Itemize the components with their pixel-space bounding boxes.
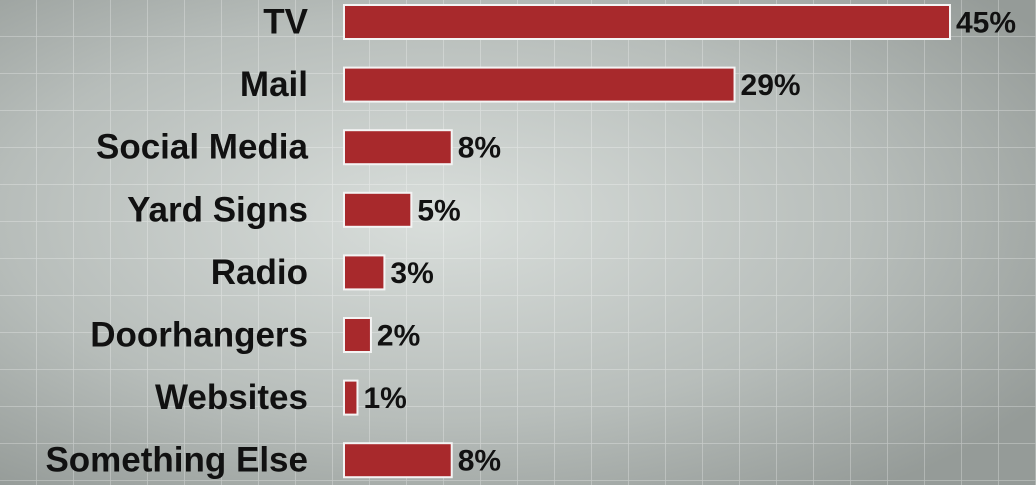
bar	[343, 191, 413, 228]
category-label: Social Media	[96, 128, 309, 167]
category-label: Radio	[211, 253, 308, 292]
bar	[343, 254, 386, 291]
bar	[343, 66, 736, 103]
value-label: 8%	[458, 132, 501, 165]
bar	[343, 442, 453, 479]
category-label: Doorhangers	[90, 316, 308, 355]
category-label: Mail	[240, 65, 308, 104]
category-label: Websites	[155, 378, 308, 417]
bar	[343, 4, 951, 40]
bar	[343, 129, 453, 166]
category-label: Something Else	[45, 441, 308, 480]
value-label: 1%	[363, 382, 406, 415]
bar	[343, 379, 359, 416]
value-label: 29%	[741, 69, 801, 102]
value-label: 3%	[390, 257, 433, 290]
value-label: 2%	[377, 320, 420, 353]
category-label: Yard Signs	[127, 190, 308, 229]
value-label: 5%	[417, 194, 460, 227]
value-label: 45%	[956, 7, 1016, 40]
bar	[343, 317, 372, 353]
value-label: 8%	[458, 445, 501, 478]
category-label: TV	[263, 3, 308, 42]
